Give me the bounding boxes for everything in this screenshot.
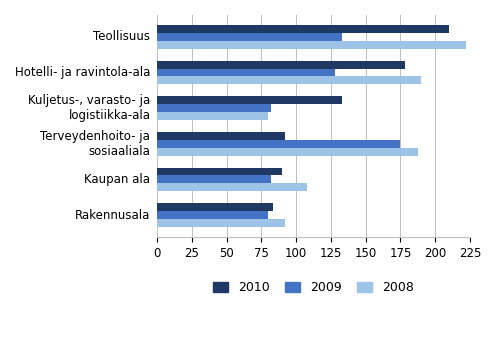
Bar xyxy=(157,61,405,69)
Bar xyxy=(157,176,271,183)
Bar xyxy=(157,183,308,191)
Bar xyxy=(157,140,400,148)
Bar xyxy=(157,41,466,49)
Bar xyxy=(157,219,285,227)
Bar xyxy=(157,104,271,112)
Bar xyxy=(157,112,268,120)
Bar xyxy=(157,76,421,84)
Legend: 2010, 2009, 2008: 2010, 2009, 2008 xyxy=(208,277,419,299)
Bar xyxy=(157,168,282,176)
Bar xyxy=(157,33,342,41)
Bar xyxy=(157,97,342,104)
Bar xyxy=(157,69,335,76)
Bar xyxy=(157,25,449,33)
Bar xyxy=(157,132,285,140)
Bar xyxy=(157,211,268,219)
Bar xyxy=(157,148,419,155)
Bar xyxy=(157,203,273,211)
